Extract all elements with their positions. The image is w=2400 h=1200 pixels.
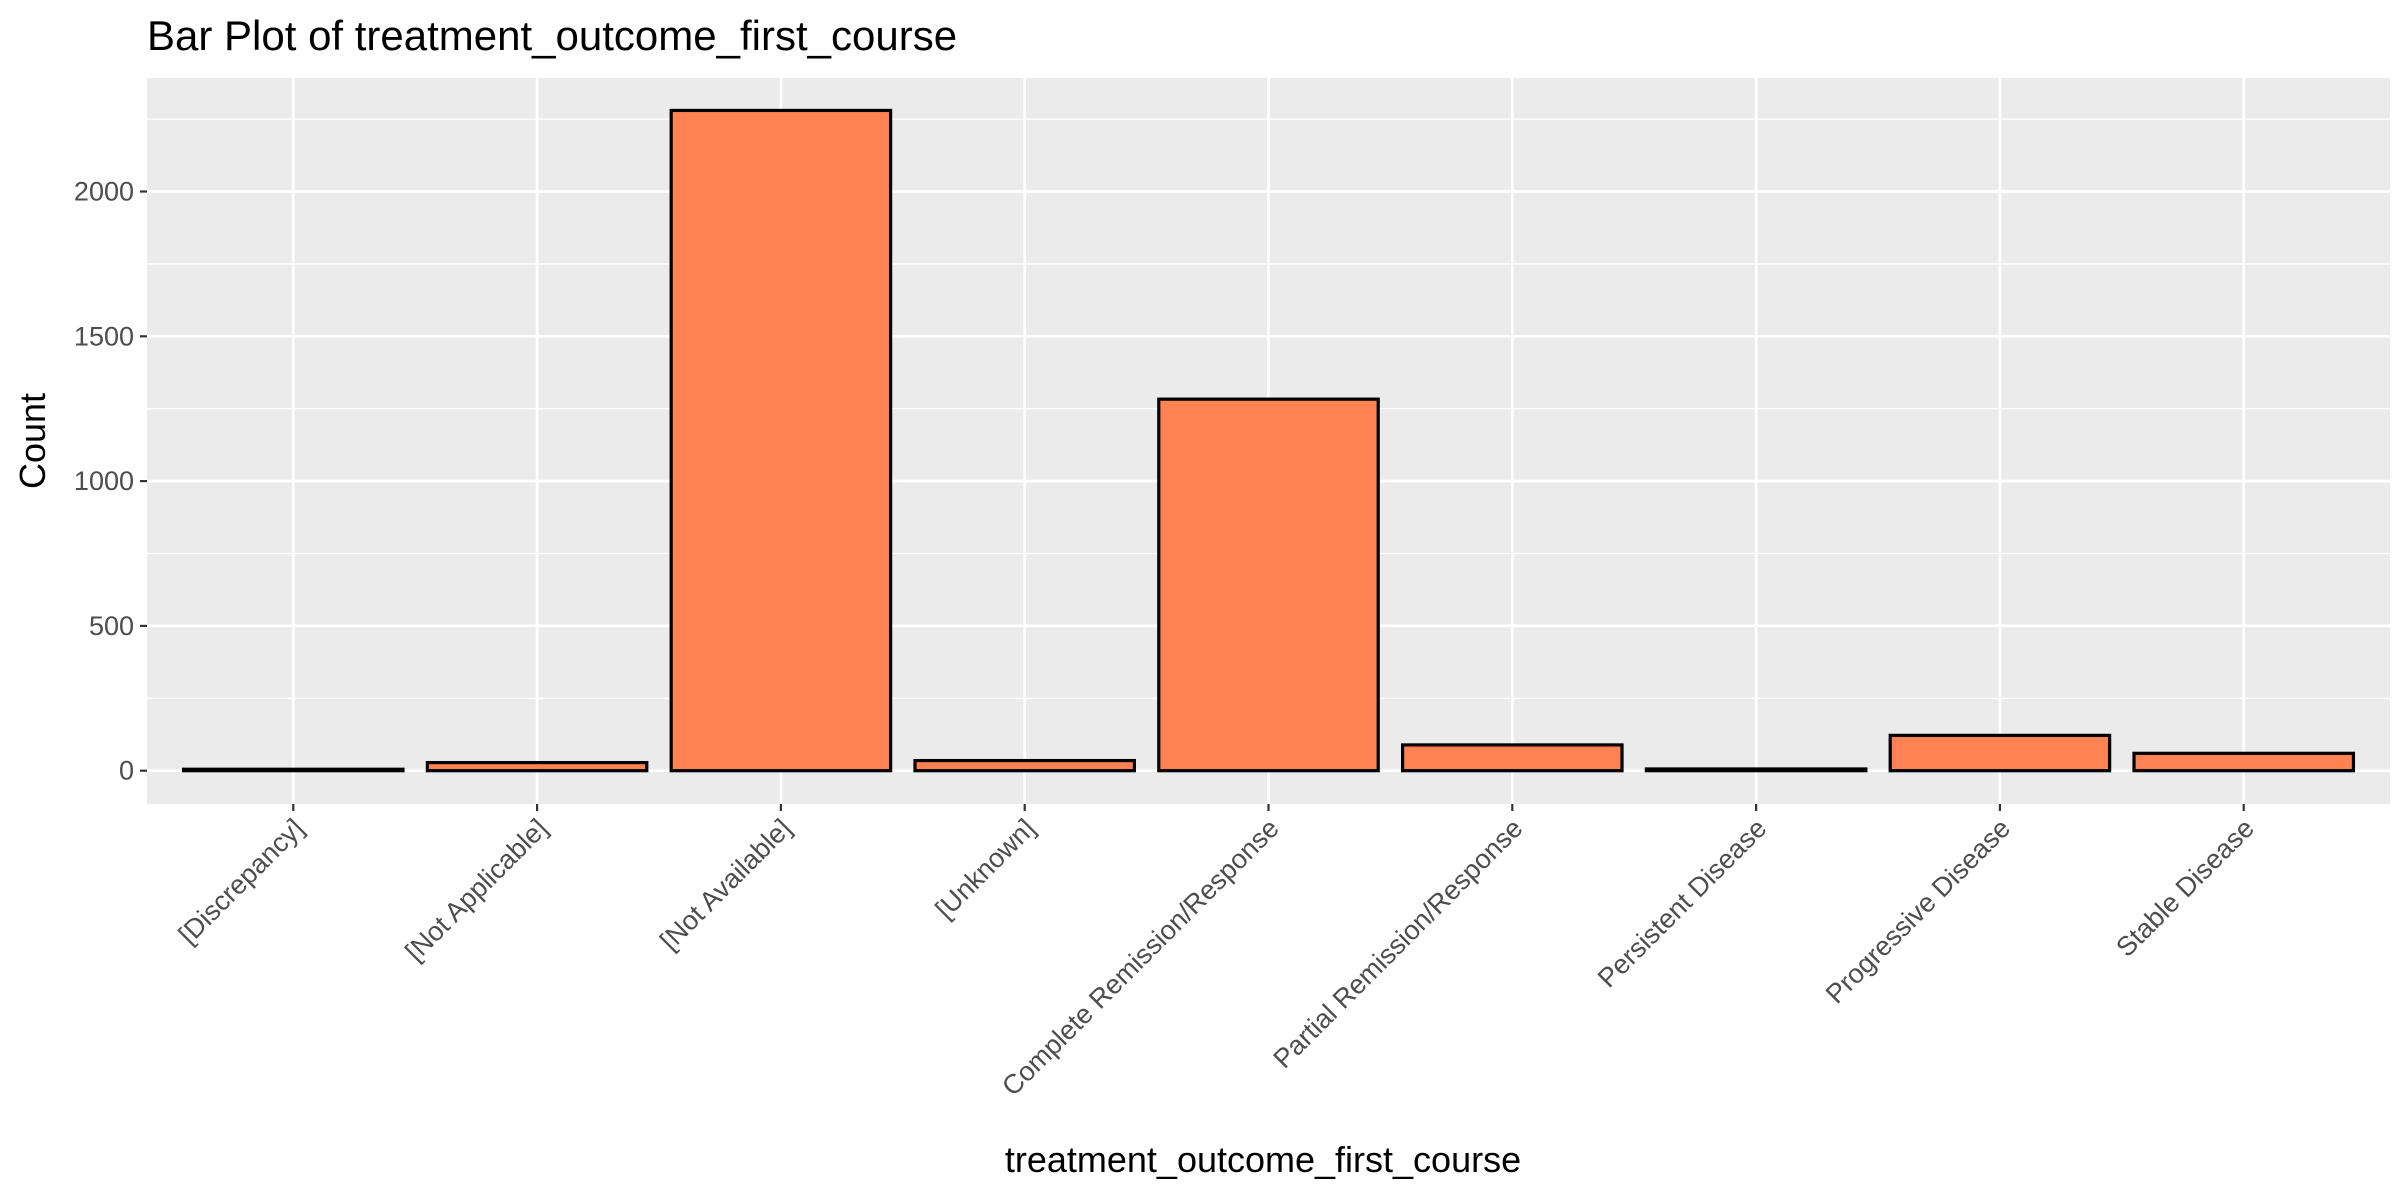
- x-tick-label: [Unknown]: [930, 813, 1041, 924]
- x-tick-label: Partial Remission/Response: [1268, 813, 1529, 1074]
- x-tick-label: [Discrepancy]: [173, 813, 310, 950]
- y-tick-label: 2000: [74, 177, 134, 207]
- x-axis: [Discrepancy] [Not Applicable] [Not Availa…: [173, 804, 2260, 1102]
- y-axis-title: Count: [12, 393, 53, 489]
- bar-persistent-disease: [1644, 767, 1868, 773]
- bar-not-applicable: [425, 760, 649, 773]
- x-tick-label: [Not Available]: [654, 813, 797, 956]
- y-tick-label: 1000: [74, 466, 134, 496]
- bar-discrepancy: [181, 767, 405, 773]
- chart-title: Bar Plot of treatment_outcome_first_cour…: [147, 12, 957, 59]
- bar-partial-remission-response: [1400, 743, 1624, 773]
- bar-not-available: [669, 108, 893, 773]
- x-tick-label: Stable Disease: [2110, 813, 2260, 963]
- bars: [181, 108, 2356, 773]
- x-tick-label: Complete Remission/Response: [996, 813, 1285, 1102]
- x-tick-label: Persistent Disease: [1592, 813, 1772, 993]
- x-tick-label: [Not Applicable]: [399, 813, 553, 967]
- y-tick-label: 0: [119, 756, 134, 786]
- bar-stable-disease: [2132, 751, 2356, 773]
- bar-unknown: [913, 758, 1137, 773]
- x-tick-label: Progressive Disease: [1820, 813, 2016, 1009]
- y-tick-label: 1500: [74, 321, 134, 351]
- y-tick-label: 500: [89, 611, 134, 641]
- x-axis-title: treatment_outcome_first_course: [1005, 1139, 1521, 1180]
- bar-progressive-disease: [1888, 733, 2112, 773]
- bar-complete-remission-response: [1157, 397, 1380, 773]
- y-axis: 0 500 1000 1500 2000: [74, 177, 147, 786]
